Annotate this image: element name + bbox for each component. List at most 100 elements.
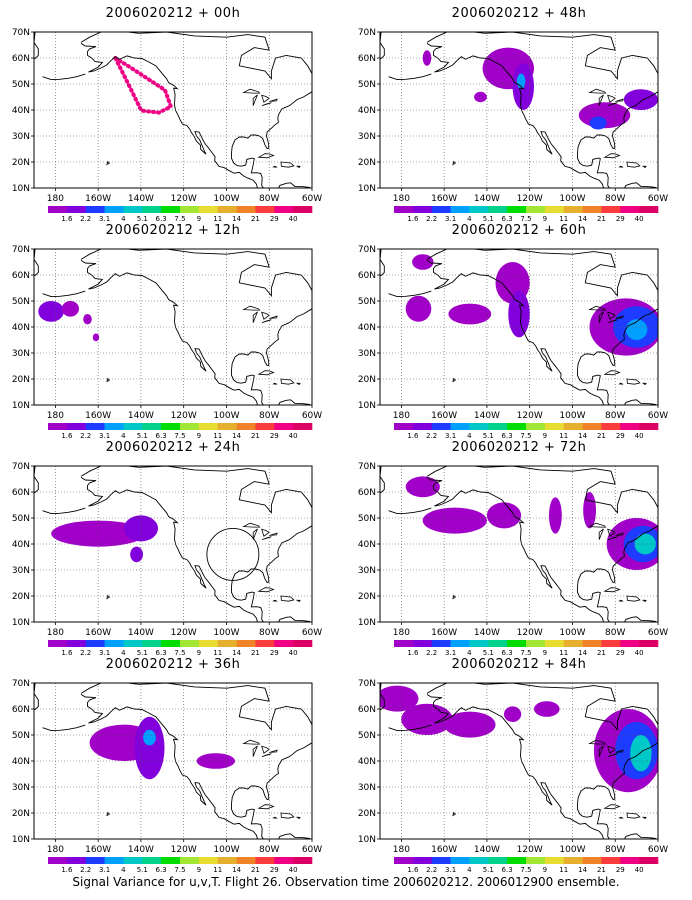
colorbar-label: 6.3: [156, 649, 167, 657]
y-tick-label: 70N: [12, 28, 30, 38]
x-tick-label: 80W: [259, 845, 279, 855]
colorbar-swatch: [142, 857, 162, 864]
coastline: [80, 466, 312, 515]
coastline: [588, 522, 607, 528]
x-tick-label: 180: [47, 628, 64, 638]
colorbar-swatch: [469, 206, 489, 213]
colorbar-label: 21: [597, 866, 606, 874]
x-tick-label: 120W: [171, 194, 197, 204]
x-tick-label: 120W: [171, 845, 197, 855]
colorbar-swatch: [123, 857, 143, 864]
colorbar-label: 11: [213, 215, 222, 223]
x-tick-label: 100W: [213, 411, 239, 421]
colorbar-label: 40: [289, 866, 298, 874]
colorbar-label: 11: [559, 215, 568, 223]
y-tick-label: 10N: [358, 184, 376, 194]
colorbar-swatch: [488, 423, 508, 430]
y-tick-label: 60N: [12, 54, 30, 64]
variance-region: [422, 507, 487, 534]
x-tick-label: 80W: [259, 411, 279, 421]
x-tick-label: 80W: [259, 628, 279, 638]
y-tick-label: 40N: [12, 106, 30, 116]
colorbar-label: 40: [289, 649, 298, 657]
coastline: [80, 694, 259, 839]
colorbar-swatch: [394, 640, 414, 647]
colorbar-swatch: [563, 206, 583, 213]
colorbar-label: 2.2: [80, 649, 91, 657]
colorbar-label: 2.2: [426, 649, 437, 657]
y-tick-label: 10N: [358, 401, 376, 411]
coastline: [80, 32, 312, 81]
x-tick-label: 60W: [648, 628, 668, 638]
colorbar-label: 9: [543, 649, 547, 657]
y-tick-label: 20N: [12, 809, 30, 819]
y-tick-label: 30N: [358, 566, 376, 576]
colorbar-label: 40: [635, 215, 644, 223]
coastline: [261, 94, 270, 103]
colorbar-swatch: [274, 423, 294, 430]
colorbar-label: 4: [121, 649, 126, 657]
variance-region: [623, 89, 658, 110]
x-tick-label: 120W: [517, 628, 543, 638]
map-panel: 10N 20N 30N 40N 50N 60N 70N 180 160W 140W 120W 100W…: [358, 462, 668, 657]
x-tick-label: 100W: [559, 411, 585, 421]
panel-60h: 2006020212 + 60h 10N 20N 30N 40N 50N 60N 70N 18…: [346, 223, 692, 440]
colorbar-label: 29: [270, 215, 279, 223]
colorbar-swatch: [450, 206, 470, 213]
colorbar-swatch: [582, 423, 602, 430]
colorbar-swatch: [104, 857, 124, 864]
colorbar-label: 21: [251, 215, 260, 223]
variance-region: [412, 254, 434, 270]
coastline: [261, 311, 270, 320]
colorbar-swatch: [180, 857, 200, 864]
colorbar-swatch: [255, 206, 275, 213]
coastline: [269, 98, 278, 102]
colorbar-swatch: [507, 206, 527, 213]
y-tick-label: 70N: [358, 462, 376, 472]
x-tick-label: 80W: [605, 411, 625, 421]
coastline: [452, 811, 456, 817]
colorbar-label: 5.1: [137, 432, 148, 440]
colorbar-label: 9: [197, 649, 201, 657]
colorbar-swatch: [450, 640, 470, 647]
colorbar-label: 40: [635, 649, 644, 657]
x-tick-label: 100W: [559, 628, 585, 638]
coastline: [252, 745, 258, 757]
coastline: [607, 94, 616, 103]
y-tick-label: 40N: [358, 757, 376, 767]
colorbar-label: 5.1: [483, 215, 494, 223]
y-tick-label: 40N: [12, 323, 30, 333]
colorbar-label: 1.6: [407, 432, 419, 440]
variance-region: [405, 295, 432, 322]
coastline: [642, 599, 647, 603]
x-tick-label: 140W: [474, 411, 500, 421]
colorbar-label: 40: [635, 432, 644, 440]
colorbar-swatch: [544, 640, 565, 647]
map-panel: 10N 20N 30N 40N 50N 60N 70N 180 160W 140W 120W 100W…: [12, 245, 322, 440]
colorbar-swatch: [450, 857, 470, 864]
y-tick-label: 50N: [12, 731, 30, 741]
figure-caption: Signal Variance for u,v,T. Flight 26. Ob…: [72, 875, 620, 889]
panel-title: 2006020212 + 24h: [105, 440, 241, 455]
colorbar-label: 11: [559, 649, 568, 657]
colorbar-label: 3.1: [99, 866, 110, 874]
colorbar-swatch: [180, 423, 200, 430]
colorbar-swatch: [66, 857, 87, 864]
variance-region: [589, 116, 607, 130]
colorbar-label: 14: [232, 215, 241, 223]
colorbar-swatch: [412, 640, 433, 647]
colorbar-swatch: [274, 857, 294, 864]
colorbar-label: 6.3: [502, 432, 513, 440]
y-tick-label: 50N: [358, 731, 376, 741]
plot-area: [34, 466, 312, 622]
map-panel: 10N 20N 30N 40N 50N 60N 70N 180 160W 140W 120W 100W…: [358, 679, 668, 874]
x-tick-label: 120W: [171, 628, 197, 638]
colorbar-swatch: [293, 640, 313, 647]
y-tick-label: 30N: [12, 349, 30, 359]
map-panel: 10N 20N 30N 40N 50N 60N 70N 180 160W 140W 120W 100W…: [12, 679, 322, 874]
colorbar-swatch: [198, 206, 219, 213]
colorbar-swatch: [85, 423, 105, 430]
coastline: [380, 466, 385, 494]
x-tick-label: 100W: [213, 194, 239, 204]
coastline: [426, 683, 658, 732]
